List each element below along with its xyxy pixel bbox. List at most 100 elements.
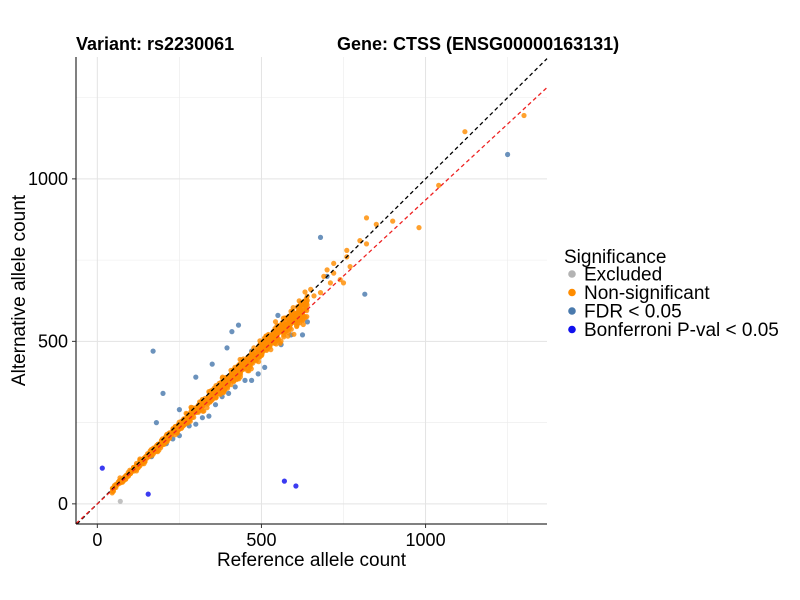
non-significant-point <box>294 323 300 330</box>
y-tick-label: 500 <box>38 331 68 351</box>
non-significant-point <box>289 312 295 318</box>
legend-label: Bonferroni P-val < 0.05 <box>584 320 779 341</box>
non-significant-point <box>287 317 293 323</box>
non-significant-point <box>181 419 187 425</box>
fdr-0-05-point <box>224 345 230 351</box>
fdr-0-05-point <box>232 384 238 390</box>
legend: Significance ExcludedNon-significantFDR … <box>564 247 779 341</box>
non-significant-point <box>285 333 291 339</box>
excluded-point <box>117 498 123 504</box>
y-tick-label: 0 <box>58 494 68 514</box>
fdr-0-05-point <box>199 415 205 421</box>
fdr-0-05-point <box>235 322 242 328</box>
legend-label: FDR < 0.05 <box>584 302 682 323</box>
non-significant-point <box>363 241 370 247</box>
fdr-0-05-point <box>304 319 310 325</box>
non-significant-point <box>235 376 241 382</box>
legend-key-fdr-0-05 <box>568 307 576 315</box>
non-significant-point <box>283 315 289 321</box>
non-significant-point <box>298 303 304 309</box>
non-significant-point <box>281 334 287 340</box>
reference-lines <box>75 58 548 525</box>
non-significant-point <box>250 352 256 358</box>
chart-title-gene: Gene: CTSS (ENSG00000163131) <box>337 34 619 54</box>
non-significant-point <box>327 280 333 286</box>
non-significant-point <box>291 331 297 337</box>
non-significant-point <box>303 303 309 309</box>
legend-label: Non-significant <box>584 283 710 304</box>
fdr-0-05-point <box>153 420 159 426</box>
bonferroni-p-val-0-05-point <box>99 465 105 471</box>
fdr-0-05-point <box>299 332 306 338</box>
non-significant-point <box>213 394 219 400</box>
fdr-0-05-point <box>505 151 511 158</box>
non-significant-point <box>521 112 527 119</box>
non-significant-point <box>311 293 317 299</box>
fdr-0-05-point <box>160 390 166 396</box>
non-significant-point <box>248 366 254 372</box>
fdr-0-05-point <box>176 407 182 413</box>
non-significant-point <box>137 457 143 463</box>
fdr-0-05-point <box>249 377 255 383</box>
y-axis-title: Alternative allele count <box>9 194 30 386</box>
non-significant-point <box>201 408 207 414</box>
bonferroni-p-val-0-05-point <box>145 491 151 497</box>
fdr-0-05-point <box>255 371 261 377</box>
fdr-0-05-point <box>362 291 368 297</box>
reference-line-identity <box>76 58 548 525</box>
x-tick-label: 500 <box>246 530 276 550</box>
non-significant-point <box>324 267 330 273</box>
non-significant-point <box>152 445 158 451</box>
non-significant-point <box>302 307 308 313</box>
plot-panel: 0 500 1000 0 500 1000 <box>28 57 548 550</box>
grid-lines <box>76 57 547 524</box>
non-significant-point <box>249 359 255 365</box>
non-significant-point <box>296 320 303 326</box>
reference-line-fit <box>75 87 548 525</box>
fdr-0-05-point <box>317 234 324 240</box>
fdr-0-05-point <box>262 364 268 370</box>
bonferroni-p-val-0-05-point <box>293 483 299 489</box>
non-significant-point <box>340 280 347 286</box>
fdr-0-05-point <box>242 377 248 383</box>
fdr-0-05-point <box>193 374 199 380</box>
x-axis-title: Reference allele count <box>217 550 407 571</box>
non-significant-point <box>272 319 279 325</box>
fdr-0-05-point <box>209 361 215 367</box>
non-significant-point <box>135 465 141 471</box>
fdr-0-05-point <box>193 421 199 427</box>
non-significant-point <box>143 454 149 460</box>
non-significant-point <box>263 335 269 341</box>
non-significant-point <box>215 385 221 391</box>
fdr-0-05-point <box>150 348 156 354</box>
legend-key-bonferroni-p-val-0-05 <box>568 325 576 334</box>
non-significant-point <box>347 264 353 270</box>
y-tick-label: 1000 <box>28 169 68 189</box>
x-tick-label: 1000 <box>406 530 446 550</box>
non-significant-point <box>331 260 337 266</box>
legend-key-excluded <box>568 270 576 278</box>
fdr-0-05-point <box>226 390 232 396</box>
non-significant-point <box>259 343 265 350</box>
fdr-0-05-point <box>212 402 219 408</box>
non-significant-point <box>363 215 370 221</box>
non-significant-point <box>302 289 308 295</box>
non-significant-point <box>321 273 327 279</box>
non-significant-point <box>390 218 396 224</box>
fdr-0-05-point <box>229 329 235 335</box>
non-significant-point <box>436 182 442 188</box>
non-significant-point <box>209 389 215 395</box>
non-significant-point <box>462 129 468 135</box>
legend-label: Excluded <box>584 265 662 286</box>
legend-title: Significance <box>564 247 666 268</box>
axes: 0 500 1000 0 500 1000 <box>28 57 547 550</box>
non-significant-point <box>251 345 257 351</box>
legend-key-non-significant <box>568 288 576 297</box>
non-significant-point <box>275 330 281 336</box>
fdr-0-05-point <box>206 413 212 419</box>
non-significant-point <box>344 247 350 253</box>
non-significant-point <box>416 225 422 231</box>
chart-title-variant: Variant: rs2230061 <box>76 34 234 54</box>
